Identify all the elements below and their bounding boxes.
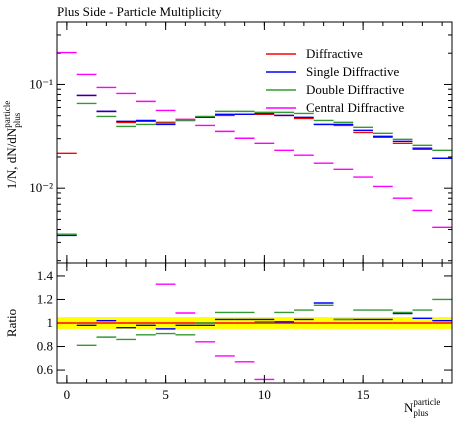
plot-frame xyxy=(56,262,453,384)
y-tick-label: 0.6 xyxy=(37,362,54,377)
y-label-text: 1/N, dN/dN xyxy=(4,127,19,189)
y-tick-label: 1.4 xyxy=(37,268,54,283)
ratio-y-label: Ratio xyxy=(4,309,19,337)
chart-title: Plus Side - Particle Multiplicity xyxy=(57,4,222,19)
y-tick-label: 1 xyxy=(47,315,54,330)
legend-label: Central Diffractive xyxy=(306,100,405,115)
x-label-sub: plus xyxy=(413,408,429,418)
y-tick-label: 0.8 xyxy=(37,339,53,354)
x-tick-label: 15 xyxy=(357,387,370,402)
y-tick-label: 1.2 xyxy=(37,291,53,306)
y-axis-label: 1/N, dN/dNparticleplus xyxy=(2,101,22,189)
y-tick-label: 10⁻² xyxy=(29,180,53,195)
legend-label: Single Diffractive xyxy=(306,64,399,79)
legend-label: Diffractive xyxy=(306,46,363,61)
y-label-sup: particle xyxy=(2,101,12,128)
x-label-sup: particle xyxy=(413,397,440,407)
x-label-base: N xyxy=(404,400,414,415)
x-tick-label: 0 xyxy=(64,387,71,402)
y-tick-label: 10⁻¹ xyxy=(29,76,53,91)
y-label-sub: plus xyxy=(12,112,22,128)
plot-frame xyxy=(56,21,453,264)
x-tick-label: 10 xyxy=(258,387,271,402)
x-tick-label: 5 xyxy=(162,387,169,402)
legend-label: Double Diffractive xyxy=(306,82,405,97)
x-axis-label: Nparticle plus xyxy=(404,397,440,418)
